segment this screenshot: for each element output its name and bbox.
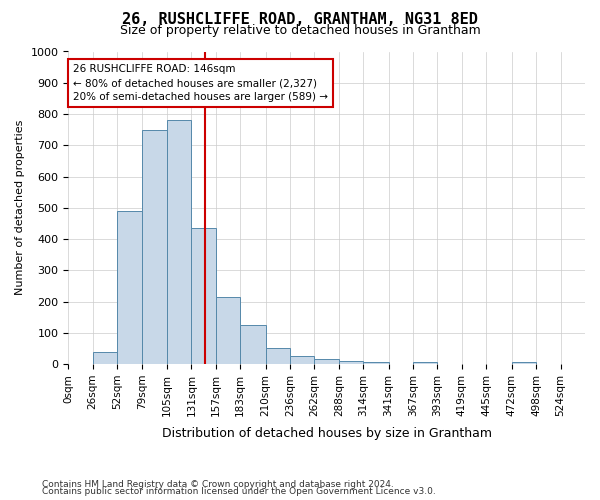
Text: Contains public sector information licensed under the Open Government Licence v3: Contains public sector information licen… xyxy=(42,487,436,496)
Text: 26 RUSHCLIFFE ROAD: 146sqm
← 80% of detached houses are smaller (2,327)
20% of s: 26 RUSHCLIFFE ROAD: 146sqm ← 80% of deta… xyxy=(73,64,328,102)
Bar xyxy=(512,362,536,364)
Bar xyxy=(167,120,191,364)
Bar xyxy=(191,228,216,364)
Bar xyxy=(290,356,314,364)
Bar xyxy=(413,362,437,364)
Y-axis label: Number of detached properties: Number of detached properties xyxy=(15,120,25,296)
X-axis label: Distribution of detached houses by size in Grantham: Distribution of detached houses by size … xyxy=(161,427,491,440)
Bar xyxy=(363,362,389,364)
Bar xyxy=(216,297,240,364)
Bar xyxy=(339,361,363,364)
Bar xyxy=(314,360,339,364)
Bar xyxy=(117,211,142,364)
Bar xyxy=(240,325,266,364)
Bar xyxy=(142,130,167,364)
Text: Size of property relative to detached houses in Grantham: Size of property relative to detached ho… xyxy=(119,24,481,37)
Bar xyxy=(266,348,290,364)
Text: 26, RUSHCLIFFE ROAD, GRANTHAM, NG31 8ED: 26, RUSHCLIFFE ROAD, GRANTHAM, NG31 8ED xyxy=(122,12,478,26)
Text: Contains HM Land Registry data © Crown copyright and database right 2024.: Contains HM Land Registry data © Crown c… xyxy=(42,480,394,489)
Bar xyxy=(93,352,117,364)
